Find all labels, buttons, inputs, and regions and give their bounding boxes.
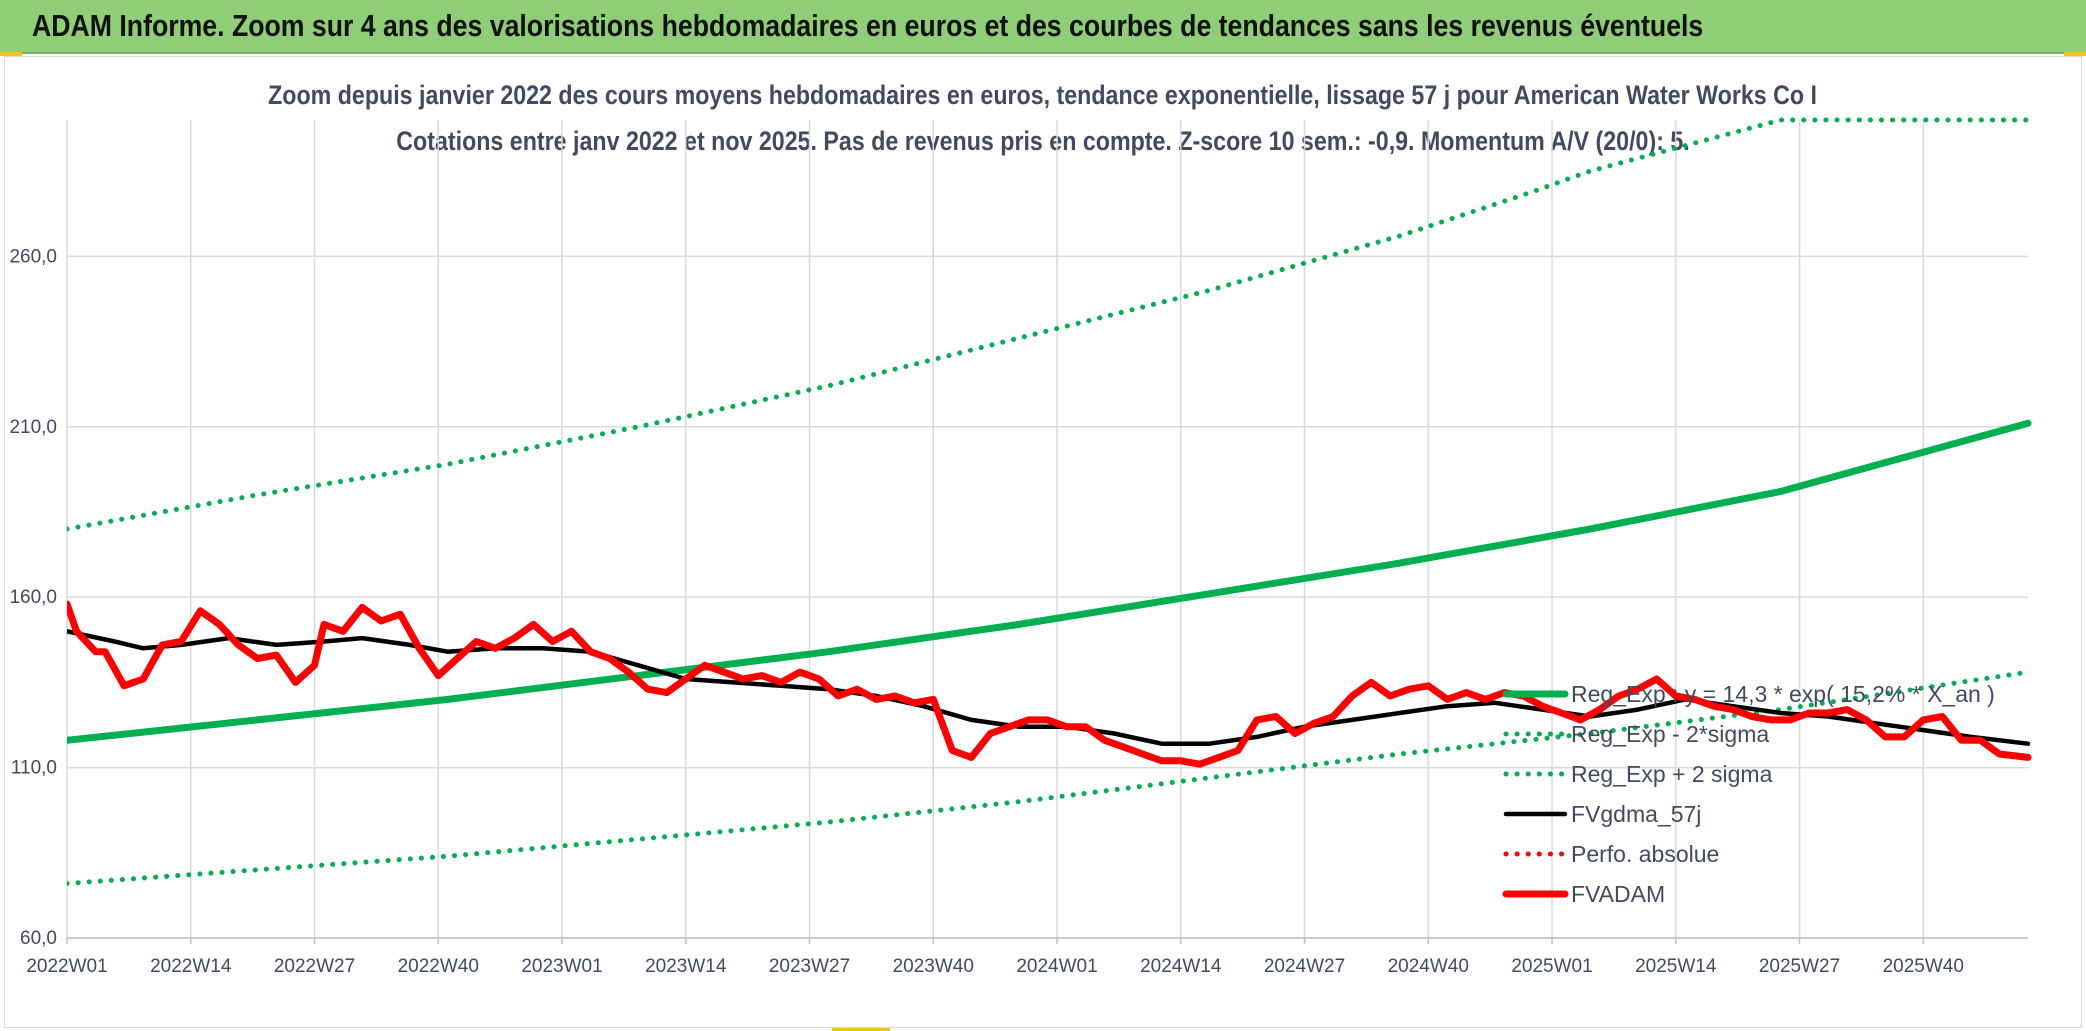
legend-label: Reg_Exp - 2*sigma — [1571, 721, 1769, 747]
report-banner: ADAM Informe. Zoom sur 4 ans des valoris… — [0, 0, 2086, 54]
series-layer — [67, 117, 2032, 886]
x-tick-label: 2022W01 — [26, 956, 107, 977]
chart-title: Zoom depuis janvier 2022 des cours moyen… — [268, 80, 1818, 110]
legend-label: FVgdma_57j — [1571, 801, 1701, 827]
series-line-2 — [67, 117, 2031, 532]
legend-label: Reg_Exp + 2 sigma — [1571, 761, 1773, 787]
x-tick-label: 2024W40 — [1388, 956, 1469, 977]
x-tick-label: 2022W14 — [150, 956, 232, 977]
legend-label: FVADAM — [1571, 881, 1665, 907]
x-tick-label: 2025W14 — [1635, 956, 1717, 977]
corner-marker — [2064, 52, 2086, 56]
x-tick-label: 2023W40 — [893, 956, 974, 977]
series-line-5 — [67, 600, 2032, 768]
x-tick-label: 2022W27 — [274, 956, 355, 977]
axis-labels: 60,0 110,0 160,0 210,0 260,0 2022W01 2022W14 20… — [9, 246, 1964, 977]
legend: Reg_Exp : y = 14,3 * exp( 15,2% * X_an )… — [1502, 681, 1995, 907]
x-tick-label: 2023W27 — [769, 956, 850, 977]
x-tick-label: 2024W01 — [1016, 956, 1097, 977]
y-tick-label: 110,0 — [11, 758, 57, 779]
x-tick-label: 2025W27 — [1759, 956, 1840, 977]
series-line-0 — [67, 419, 2032, 744]
x-tick-label: 2024W27 — [1264, 956, 1345, 977]
corner-marker — [0, 52, 22, 56]
legend-label: Reg_Exp : y = 14,3 * exp( 15,2% * X_an ) — [1571, 681, 1995, 707]
y-tick-label: 60,0 — [20, 928, 57, 949]
x-tick-label: 2025W01 — [1511, 956, 1592, 977]
series-line-1 — [67, 669, 2031, 886]
corner-marker — [832, 1027, 890, 1031]
x-tick-label: 2024W14 — [1140, 956, 1222, 977]
y-tick-label: 210,0 — [9, 417, 57, 438]
report-title: ADAM Informe. Zoom sur 4 ans des valoris… — [32, 8, 1704, 43]
legend-label: Perfo. absolue — [1571, 841, 1719, 867]
x-tick-label: 2025W40 — [1883, 956, 1964, 977]
x-tick-label: 2022W40 — [398, 956, 479, 977]
chart-subtitle: Cotations entre janv 2022 et nov 2025. P… — [396, 126, 1690, 156]
y-tick-label: 160,0 — [9, 587, 57, 608]
gridlines — [66, 120, 2028, 944]
x-tick-label: 2023W14 — [645, 956, 727, 977]
y-tick-label: 260,0 — [9, 246, 57, 267]
chart-frame — [4, 56, 2082, 1028]
x-tick-label: 2023W01 — [521, 956, 602, 977]
